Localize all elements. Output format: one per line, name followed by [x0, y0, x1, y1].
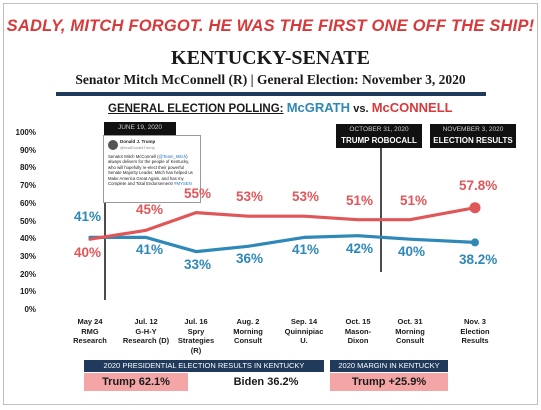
series-line-mcconnell [88, 206, 477, 241]
y-tick-label: 80% [19, 163, 36, 173]
poll-heading-prefix: GENERAL ELECTION POLLING: [108, 103, 284, 115]
biden-result: Biden 36.2% [233, 376, 299, 388]
poll-heading: GENERAL ELECTION POLLING: McGRATH vs. Mc… [108, 100, 453, 115]
y-tick-label: 40% [19, 234, 36, 244]
title-divider [56, 92, 486, 96]
tweet-author-name: Donald J. Trump [120, 139, 156, 144]
tweet-text-body: ) always delivers for the people of Kent… [108, 154, 193, 187]
data-label-mcgrath: 41% [74, 209, 102, 225]
annotation-june-19-header: JUNE 19, 2020 [104, 122, 176, 135]
data-label-mcconnell: 53% [292, 189, 320, 205]
x-tick-label: Nov. 3 Election Results [460, 317, 490, 345]
data-label-mcconnell: 40% [74, 245, 102, 261]
y-tick-label: 10% [19, 287, 36, 297]
y-tick-label: 60% [19, 198, 36, 208]
annotation-election-results: NOVEMBER 3, 2020 ELECTION RESULTS [430, 124, 516, 148]
data-label-mcgrath: 38.2% [459, 252, 498, 268]
tweet-hashtag: #MYSEN [174, 181, 192, 187]
x-tick-label: Jul. 16 Spry Strategies (R) [177, 317, 215, 355]
annotation-nov-3-date: NOVEMBER 3, 2020 [442, 126, 504, 133]
chart-subtitle: Senator Mitch McConnell (R) | General El… [75, 72, 466, 87]
x-tick-label: Oct. 15 Mason- Dixon [344, 317, 372, 345]
x-tick-label: Oct. 31 Morning Consult [395, 317, 425, 345]
data-label-mcgrath: 33% [184, 256, 212, 272]
tweet-avatar [108, 140, 118, 150]
y-tick-label: 50% [19, 216, 36, 226]
y-tick-label: 100% [15, 128, 36, 137]
data-label-mcgrath: 41% [136, 242, 164, 258]
annotation-oct-31-date: OCTOBER 31, 2020 [349, 126, 409, 133]
series-endpoint-mcgrath [471, 238, 479, 247]
y-tick-label: 30% [19, 251, 36, 261]
x-tick-label: May 24 RMG Research [73, 317, 107, 345]
data-label-mcconnell: 53% [236, 189, 264, 205]
poll-heading-mcgrath: McGRATH [286, 100, 351, 115]
margin-heading: 2020 MARGIN IN KENTUCKY [330, 360, 448, 372]
tweet-text: Senator Mitch McConnell (@Team_Mitch) al… [108, 154, 196, 186]
headline: SADLY, MITCH FORGOT. HE WAS THE FIRST ON… [6, 17, 535, 35]
data-label-mcconnell: 55% [184, 185, 212, 201]
poll-heading-vs: vs. [353, 103, 369, 115]
x-tick-label: Sep. 14 Quinnipiac U. [284, 317, 324, 345]
annotation-june-19-date: JUNE 19, 2020 [117, 124, 163, 131]
x-tick-label: Jul. 12 G-H-Y Research (D) [122, 317, 170, 345]
data-label-mcconnell: 45% [136, 202, 164, 218]
data-label-mcconnell: 51% [400, 192, 428, 208]
tweet-text-start: Senator Mitch McConnell ( [108, 154, 159, 159]
poll-heading-mcconnell: McCONNELL [371, 100, 453, 115]
annotation-oct-31-label: TRUMP ROBOCALL [341, 136, 417, 145]
trump-tweet-card: Donald J. Trump @realDonaldTrump Senator… [103, 135, 201, 203]
data-label-mcconnell: 57.8% [459, 177, 498, 193]
annotation-trump-robocall: OCTOBER 31, 2020 TRUMP ROBOCALL [336, 124, 422, 148]
series-line-mcgrath [88, 234, 477, 254]
data-label-mcgrath: 36% [236, 251, 264, 267]
data-label-mcgrath: 41% [292, 242, 320, 258]
chart-title: KENTUCKY-SENATE [171, 47, 370, 69]
y-tick-label: 90% [19, 145, 36, 155]
y-tick-label: 0% [24, 305, 36, 314]
series-endpoint-mcconnell [469, 202, 481, 214]
annotation-nov-3-label: ELECTION RESULTS [433, 136, 513, 145]
x-tick-label: Aug. 2 Morning Consult [233, 317, 263, 345]
y-tick-label: 70% [19, 181, 36, 191]
trump-result: Trump 62.1% [84, 373, 188, 391]
tweet-author-handle: @realDonaldTrump [120, 145, 155, 150]
margin-result: Trump +25.9% [330, 373, 448, 391]
data-label-mcgrath: 42% [346, 240, 374, 256]
presidential-results-heading: 2020 PRESIDENTIAL ELECTION RESULTS IN KE… [84, 360, 324, 372]
y-tick-label: 20% [19, 269, 36, 279]
slide-frame [3, 3, 538, 405]
data-label-mcconnell: 51% [346, 192, 374, 208]
tweet-mention: @Team_Mitch [158, 154, 187, 159]
data-label-mcgrath: 40% [398, 244, 426, 260]
